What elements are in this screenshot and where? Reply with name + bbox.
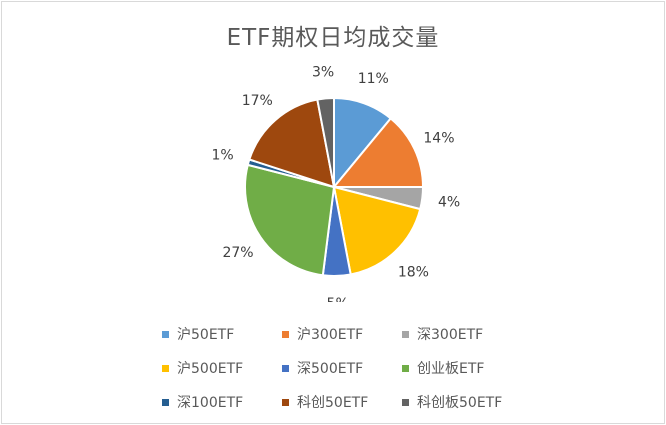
legend-label-4: 深500ETF (297, 361, 364, 377)
legend-swatch-6 (162, 398, 169, 406)
legend-label-7: 科创50ETF (297, 395, 369, 411)
slice-label-6: 1% (211, 148, 233, 164)
legend-label-1: 沪300ETF (297, 327, 364, 343)
pie-slice-5 (244, 163, 336, 277)
legend-item-2: 深300ETF (402, 317, 542, 351)
pie-slice-3 (332, 185, 422, 276)
slice-label-2: 4% (438, 195, 460, 211)
legend-swatch-4 (282, 364, 289, 372)
pie-chart: 11% 14% 4% 18% 5% 27% 1% 17% 3% (211, 65, 460, 302)
legend-swatch-8 (402, 398, 409, 406)
legend-swatch-7 (282, 398, 289, 406)
chart-title: ETF期权日均成交量 (226, 25, 440, 51)
slice-label-5: 27% (222, 245, 253, 261)
slice-label-8: 3% (312, 65, 334, 81)
legend-item-6: 深100ETF (162, 385, 282, 419)
legend-swatch-1 (282, 330, 289, 338)
legend-label-5: 创业板ETF (417, 361, 485, 377)
legend-item-3: 沪500ETF (162, 351, 282, 385)
legend-label-2: 深300ETF (417, 327, 484, 343)
pie-slice-7 (248, 98, 336, 189)
legend-item-5: 创业板ETF (402, 351, 542, 385)
legend-item-8: 科创板50ETF (402, 385, 542, 419)
slice-label-4: 5% (327, 296, 349, 302)
legend-label-0: 沪50ETF (177, 327, 235, 343)
slice-label-7: 17% (242, 93, 273, 109)
legend-item-7: 科创50ETF (282, 385, 402, 419)
legend-item-0: 沪50ETF (162, 317, 282, 351)
legend-swatch-3 (162, 364, 169, 372)
legend-label-6: 深100ETF (177, 395, 244, 411)
slice-label-0: 11% (358, 71, 389, 87)
slice-label-1: 14% (423, 131, 454, 147)
slice-label-3: 18% (398, 265, 429, 281)
legend-label-3: 沪500ETF (177, 361, 244, 377)
legend-item-1: 沪300ETF (282, 317, 402, 351)
legend-swatch-5 (402, 364, 409, 372)
legend-swatch-0 (162, 330, 169, 338)
legend-item-4: 深500ETF (282, 351, 402, 385)
legend-label-8: 科创板50ETF (417, 395, 503, 411)
pie-slice-1 (331, 117, 425, 188)
legend-swatch-2 (402, 330, 409, 338)
legend: 沪50ETF 沪300ETF 深300ETF 沪500ETF 深500ETF 创业板ETF… (162, 317, 582, 419)
pie-slice-8 (316, 96, 335, 188)
